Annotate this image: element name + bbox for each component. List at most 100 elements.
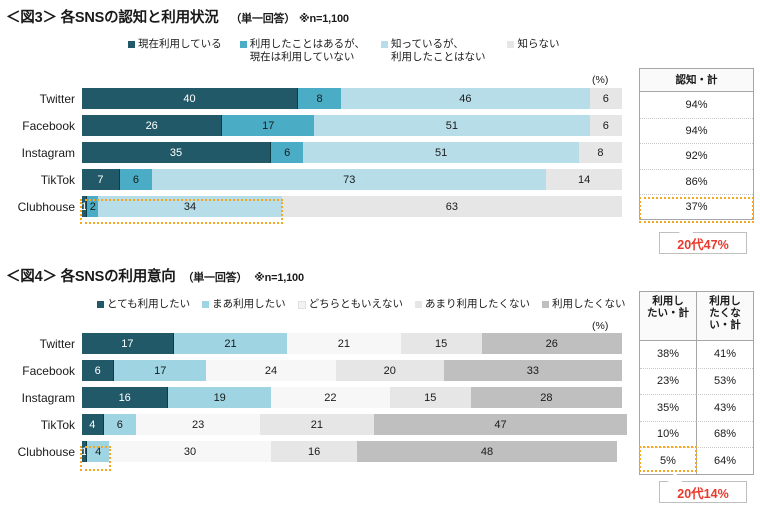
table-cell: 37%: [640, 194, 753, 220]
legend-label-4: 利用したくない: [551, 298, 626, 310]
bar-segment: 21: [173, 333, 288, 354]
stacked-bar: 14301648: [82, 441, 622, 462]
bar-segment: 63: [281, 196, 622, 217]
bar-segment: 6: [589, 115, 622, 136]
chart-row: TikTok 7 6 73 14: [41, 169, 622, 190]
chart-row: Twitter 40 8 46 6: [40, 88, 622, 109]
figure-4-unit-label: (%): [592, 320, 609, 332]
figure-3-title-n: ※n=1,100: [299, 13, 349, 25]
bar-segment: 46: [341, 88, 590, 109]
bar-segment: 21: [260, 414, 374, 435]
legend-swatch-icon: [507, 41, 515, 48]
category-label: Facebook: [22, 118, 75, 133]
chart-row: Instagram 16 19 22 15 28: [22, 387, 622, 408]
header-line: い・計: [709, 319, 741, 331]
legend-swatch-icon: [414, 301, 422, 308]
category-label: Facebook: [22, 363, 75, 378]
bar-segment: 51: [303, 142, 579, 163]
category-label: Clubhouse: [17, 199, 75, 214]
table-cell: 5%: [640, 447, 696, 474]
table-header-cell-0: 利用し たい・計: [640, 292, 696, 340]
bar-segment: 6: [589, 88, 622, 109]
chart-row: Facebook 26 17 51 6: [22, 115, 622, 136]
stacked-bar: 7 6 73 14: [82, 169, 622, 190]
figure-4-title-n: ※n=1,100: [254, 272, 304, 284]
bar-segment: 16: [82, 387, 169, 408]
bar-segment: 14: [546, 169, 622, 190]
stacked-bar: 40 8 46 6: [82, 88, 622, 109]
figure-4-summary-table: 利用し たい・計 利用し たくな い・計 38% 41% 23% 53% 35% 43% 1…: [639, 291, 754, 475]
legend-item-1[interactable]: まあ利用したい: [202, 298, 286, 311]
bar-segment: 6: [119, 169, 153, 190]
table-row: 10% 68%: [640, 420, 753, 448]
table-header-row: 認知・計: [640, 69, 753, 92]
legend-label-2-line2: 利用したことはない: [390, 50, 486, 63]
table-cell: 10%: [640, 420, 696, 448]
legend-item-0[interactable]: 現在利用している: [128, 38, 222, 51]
legend-swatch-icon: [128, 41, 135, 48]
legend-label-3: あまり利用したくない: [424, 298, 530, 310]
legend-item-4[interactable]: 利用したくない: [541, 298, 626, 311]
stacked-bar: 6 17 24 20 33: [82, 360, 622, 381]
legend-item-0[interactable]: とても利用したい: [97, 298, 190, 311]
legend-swatch-icon: [97, 301, 104, 308]
table-row: 5% 64%: [640, 447, 753, 474]
bar-segment: 15: [400, 333, 482, 354]
legend-label-3: 知らない: [517, 38, 560, 50]
bar-segment: 24: [206, 360, 336, 381]
bar-segment: 28: [470, 387, 622, 408]
figure-3-summary-table: 認知・計 94% 94% 92% 86% 37%: [639, 68, 754, 220]
figure-3-unit-label: (%): [592, 74, 609, 86]
table-row: 23% 53%: [640, 367, 753, 394]
legend-label-1: まあ利用したい: [212, 298, 286, 310]
bar-segment: 6: [271, 142, 304, 163]
table-cell: 64%: [696, 447, 753, 474]
legend-label-1: 利用したことはあるが、: [249, 38, 365, 50]
table-header-row: 利用し たい・計 利用し たくな い・計: [640, 292, 753, 341]
table-cell: 38%: [656, 348, 680, 361]
legend-item-1[interactable]: 利用したことはあるが、 現在は利用していない: [239, 38, 365, 63]
bar-segment: 21: [287, 333, 401, 354]
table-cell: 41%: [696, 341, 753, 368]
stacked-bar: 16 19 22 15 28: [82, 387, 622, 408]
legend-item-2[interactable]: どちらともいえない: [297, 298, 403, 311]
chart-row: Clubhouse 123463: [18, 196, 622, 217]
category-label: TikTok: [40, 417, 75, 432]
legend-item-3[interactable]: あまり利用したくない: [414, 298, 530, 311]
legend-swatch-icon: [541, 301, 549, 308]
category-label: Twitter: [39, 336, 75, 351]
legend-item-3[interactable]: 知らない: [507, 38, 559, 51]
figure-4-title-sub: （単一回答）: [182, 272, 248, 284]
figure-3-plot: Twitter 40 8 46 6 Facebook 26 17 51 6 Instagram 35 6…: [18, 88, 622, 223]
chart-row: TikTok 4 6 23 21 47: [41, 414, 628, 435]
table-cell: 86%: [640, 168, 753, 195]
category-label: Instagram: [21, 390, 75, 405]
chart-row: Instagram 35 6 51 8: [22, 142, 622, 163]
table-body: 94% 94% 92% 86% 37%: [640, 92, 753, 220]
legend-label-0: とても利用したい: [107, 298, 191, 310]
legend-label-1-line2: 現在は利用していない: [249, 50, 355, 63]
callout-tail-fig4: [668, 472, 682, 482]
bar-segment: 6: [103, 414, 136, 435]
figure-3-title-main: ＜図3＞ 各SNSの認知と利用状況: [6, 10, 219, 26]
table-row: 94%: [640, 92, 753, 118]
bar-segment: 51: [314, 115, 590, 136]
bar-segment: 8: [578, 142, 622, 163]
stacked-bar: 26 17 51 6: [82, 115, 622, 136]
table-cell: 92%: [640, 143, 753, 169]
figure-4-title: ＜図4＞ 各SNSの利用意向 （単一回答） ※n=1,100: [6, 265, 625, 286]
table-cell: 68%: [696, 420, 753, 447]
chart-row: Facebook 6 17 24 20 33: [22, 360, 622, 381]
table-row: 37%: [640, 194, 753, 220]
bar-segment: 47: [373, 414, 628, 435]
legend-swatch-icon: [202, 301, 210, 308]
bar-segment: 73: [152, 169, 547, 190]
table-body: 38% 41% 23% 53% 35% 43% 10% 68% 5% 64%: [640, 341, 753, 474]
table-cell: 94%: [685, 98, 708, 111]
bar-segment: 22: [270, 387, 390, 408]
legend-item-2[interactable]: 知っているが、 利用したことはない: [380, 38, 486, 63]
chart-row: Clubhouse 14301648: [18, 441, 622, 462]
bar-segment: 2: [87, 196, 99, 217]
bar-segment: 8: [298, 88, 342, 109]
header-line: たい・計: [647, 307, 689, 319]
